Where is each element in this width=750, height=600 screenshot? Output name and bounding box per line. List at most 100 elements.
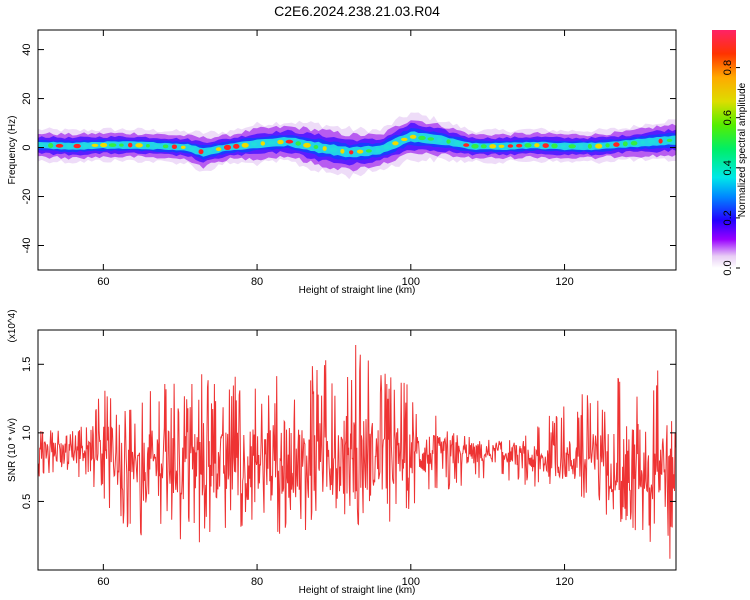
spectrogram-core-blob: [640, 140, 646, 145]
spectrogram-core-blob: [108, 143, 117, 148]
spectrogram-y-tick-label: 0: [21, 144, 33, 150]
spectrogram-core-blob: [128, 142, 133, 148]
colorbar-ticks: 0.0 0.2 0.4 0.6 0.8: [722, 60, 740, 276]
spectrogram-core-blob: [630, 140, 638, 146]
colorbar-label: Normalized spectral amplitude: [737, 82, 748, 217]
spectrogram-core-blob: [73, 143, 81, 149]
spectrogram-core-blob: [418, 135, 426, 141]
spectrogram-core-blob: [322, 146, 327, 151]
snr-x-tick-label: 80: [251, 576, 263, 588]
spectrogram-y-tick-label: -40: [21, 238, 33, 254]
spectrogram-core-blob: [666, 138, 673, 142]
snr-x-axis-label: Height of straight line (km): [299, 585, 416, 596]
spectrogram-core-blob: [295, 141, 302, 146]
spectrogram-core-blob: [329, 147, 338, 153]
spectrogram-ridge: [38, 112, 676, 180]
spectrogram-core-blob: [401, 137, 408, 142]
spectrogram-core-blob: [145, 144, 150, 148]
colorbar-tick-label: 0.2: [722, 210, 734, 225]
snr-y-multiplier: (x10^4): [7, 309, 18, 342]
spectrogram-core-blob: [551, 143, 558, 149]
spectrogram-core-blob: [454, 140, 461, 146]
spectrogram-core-blob: [507, 144, 514, 148]
spectrogram-core-blob: [215, 147, 222, 152]
spectrogram-core-blob: [119, 143, 124, 147]
spectrogram-core-blob: [480, 144, 487, 149]
spectrogram-band-4: [38, 131, 676, 158]
spectrogram-core-blob: [489, 144, 497, 149]
snr-y-axis-label: SNR (10 * v/v): [7, 418, 18, 482]
colorbar-tick-label: 0.4: [722, 160, 734, 175]
colorbar-tick-label: 0.6: [722, 110, 734, 125]
spectrogram-panel: 60 80 100 120 40 20 0 -20 -40 Height of straight…: [7, 29, 677, 296]
spectrogram-core-blob: [189, 147, 196, 151]
spectrogram-core-blob: [392, 141, 399, 146]
spectrogram-core-blob: [409, 134, 417, 139]
colorbar-tick-label: 0.0: [722, 260, 734, 275]
spectrogram-core-blob: [198, 149, 204, 155]
spectrogram-core-blob: [285, 139, 294, 144]
spectrogram-core-blob: [66, 143, 71, 149]
spectrogram-x-tick-label: 100: [402, 276, 420, 288]
spectrogram-core-blob: [207, 148, 212, 154]
spectrogram-core-blob: [383, 145, 390, 150]
spectrogram-core-blob: [542, 143, 549, 149]
snr-line: [37, 344, 677, 559]
spectrogram-core-blob: [524, 143, 532, 148]
spectrogram-x-axis-label: Height of straight line (km): [299, 285, 416, 296]
spectrogram-core-blob: [463, 143, 470, 147]
spectrogram-core-blob: [595, 143, 603, 149]
spectrogram-core-blob: [154, 144, 160, 148]
snr-series: [37, 344, 677, 559]
spectrogram-y-tick-label: -20: [21, 189, 33, 205]
spectrogram-core-blob: [516, 143, 523, 148]
spectrogram-core-blob: [622, 141, 628, 147]
spectrogram-core-blob: [427, 137, 435, 141]
spectrogram-core-blob: [303, 142, 311, 148]
spectrogram-core-blob: [446, 139, 451, 144]
spectrogram-core-blob: [534, 143, 540, 148]
spectrogram-x-tick-label: 120: [555, 276, 573, 288]
colorbar: 0.0 0.2 0.4 0.6 0.8 Normalized spectral ampl…: [712, 30, 748, 276]
spectrogram-core-blob: [436, 137, 443, 143]
spectrogram-x-tick-label: 80: [251, 276, 263, 288]
snr-x-tick-label: 100: [402, 576, 420, 588]
spectrogram-core-blob: [560, 144, 567, 148]
spectrogram-y-tick-label: 40: [21, 43, 33, 55]
spectrogram-core-blob: [356, 149, 364, 154]
spectrogram-core-blob: [180, 145, 186, 149]
spectrogram-core-blob: [648, 139, 656, 144]
snr-y-tick-label: 1.0: [21, 425, 33, 440]
spectrogram-core-blob: [498, 144, 505, 148]
spectrogram-core-blob: [135, 143, 143, 148]
spectrogram-core-blob: [55, 143, 64, 148]
spectrogram-core-blob: [223, 144, 232, 150]
spectrogram-core-blob: [579, 143, 584, 149]
snr-y-tick-label: 0.5: [21, 494, 33, 509]
spectrogram-core-blob: [658, 138, 663, 144]
spectrogram-core-blob: [613, 142, 620, 147]
spectrogram-core-blob: [471, 144, 479, 149]
spectrogram-y-tick-label: 20: [21, 92, 33, 104]
spectrogram-core-blob: [171, 144, 177, 150]
spectrogram-core-blob: [162, 144, 169, 149]
spectrogram-core-blob: [605, 143, 610, 148]
spectrogram-core-blob: [260, 141, 265, 146]
spectrogram-core-blob: [82, 143, 90, 148]
spectrogram-ticks: 60 80 100 120 40 20 0 -20 -40: [21, 30, 676, 288]
spectrogram-core-blob: [313, 145, 319, 149]
spectrogram-core-blob: [241, 142, 249, 148]
spectrogram-core-blob: [39, 143, 45, 147]
spectrogram-core-blob: [267, 141, 276, 145]
spectrogram-core-blob: [100, 142, 108, 148]
spectrogram-core-blob: [91, 143, 99, 147]
spectrogram-y-axis-label: Frequency (Hz): [7, 116, 18, 185]
spectrogram-core-blob: [233, 143, 240, 149]
spectrogram-core-blob: [375, 147, 381, 153]
spectrogram-core-blob: [277, 139, 284, 145]
spectrogram-core-blob: [365, 149, 372, 153]
spectrogram-frame: [37, 29, 677, 271]
spectrogram-core-blob: [48, 143, 54, 148]
colorbar-tick-label: 0.8: [722, 60, 734, 75]
